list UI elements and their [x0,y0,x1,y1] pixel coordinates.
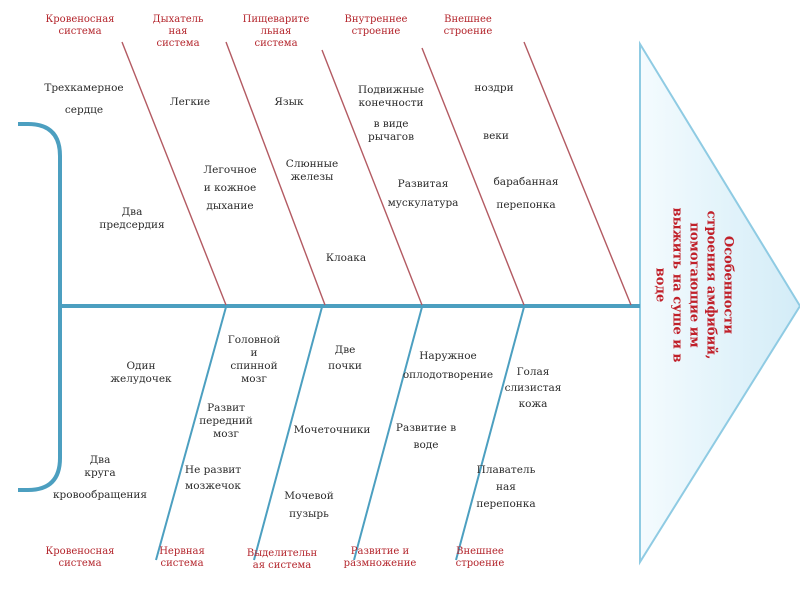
category-digestive: Пищеварите льная система [242,14,310,49]
label-swimming-membrane: Плаватель ная перепонка [476,464,536,510]
bone-devel-bottom [353,306,423,561]
bone-nerv-bottom [155,306,227,561]
label-movable-limbs: Подвижные конечности в виде рычагов [357,84,425,143]
category-respiratory: Дыхатель ная система [152,14,204,49]
bone-int-top [321,49,423,306]
label-two-atria: Два предсердия [99,206,165,231]
category-external-structure-bottom: Внешнее строение [455,546,505,569]
category-excretory: Выделительн ая система [246,548,318,571]
bone-head-top [523,41,632,306]
category-circulatory-top: Кровеносная система [45,14,115,37]
category-development: Развитие и размножение [343,546,417,569]
label-cloaca: Клоака [325,252,367,264]
label-eardrum: барабанная перепонка [493,176,559,211]
bone-resp-top [121,41,227,306]
category-circulatory-bottom: Кровеносная система [45,546,115,569]
head-title: Особенности строения амфибий, помогающие… [652,207,736,363]
label-lungs: Легкие [169,96,211,108]
category-nervous: Нервная система [159,546,205,569]
label-ureters: Мочеточники [293,424,371,436]
label-cerebellum-undeveloped: Не развит мозжечок [184,464,242,492]
label-two-circulation-circles: Два круга кровообращения [52,454,148,501]
fish-head [639,40,800,566]
bone-ext-bottom [455,306,525,561]
bone-dig-top [225,41,326,306]
label-development-in-water: Развитие в воде [395,422,457,451]
label-naked-slimy-skin: Голая слизистая кожа [504,366,562,410]
label-eyelids: веки [483,130,509,142]
label-forebrain-developed: Развит передний мозг [199,402,253,440]
category-external-structure-top: Внешнее строение [443,14,493,37]
label-two-kidneys: Две почки [328,344,362,372]
label-nostrils: ноздри [474,82,514,94]
label-salivary-glands: Слюнные железы [285,158,339,183]
bone-excr-bottom [253,306,323,561]
label-one-ventricle: Один желудочек [110,360,172,385]
label-bladder: Мочевой пузырь [284,490,334,520]
category-internal-structure: Внутреннее строение [344,14,408,37]
label-brain-spinal-cord: Головной и спинной мозг [227,334,281,385]
label-lung-skin-breathing: Легочное и кожное дыхание [203,164,257,212]
fish-tail [18,122,62,492]
bone-ext-top [421,47,525,306]
label-three-chamber-heart: Трехкамерное сердце [44,82,124,116]
label-external-fertilization: Наружное оплодотворение [402,350,494,381]
label-tongue: Язык [274,96,304,108]
label-developed-muscles: Развитая мускулатура [387,178,459,209]
